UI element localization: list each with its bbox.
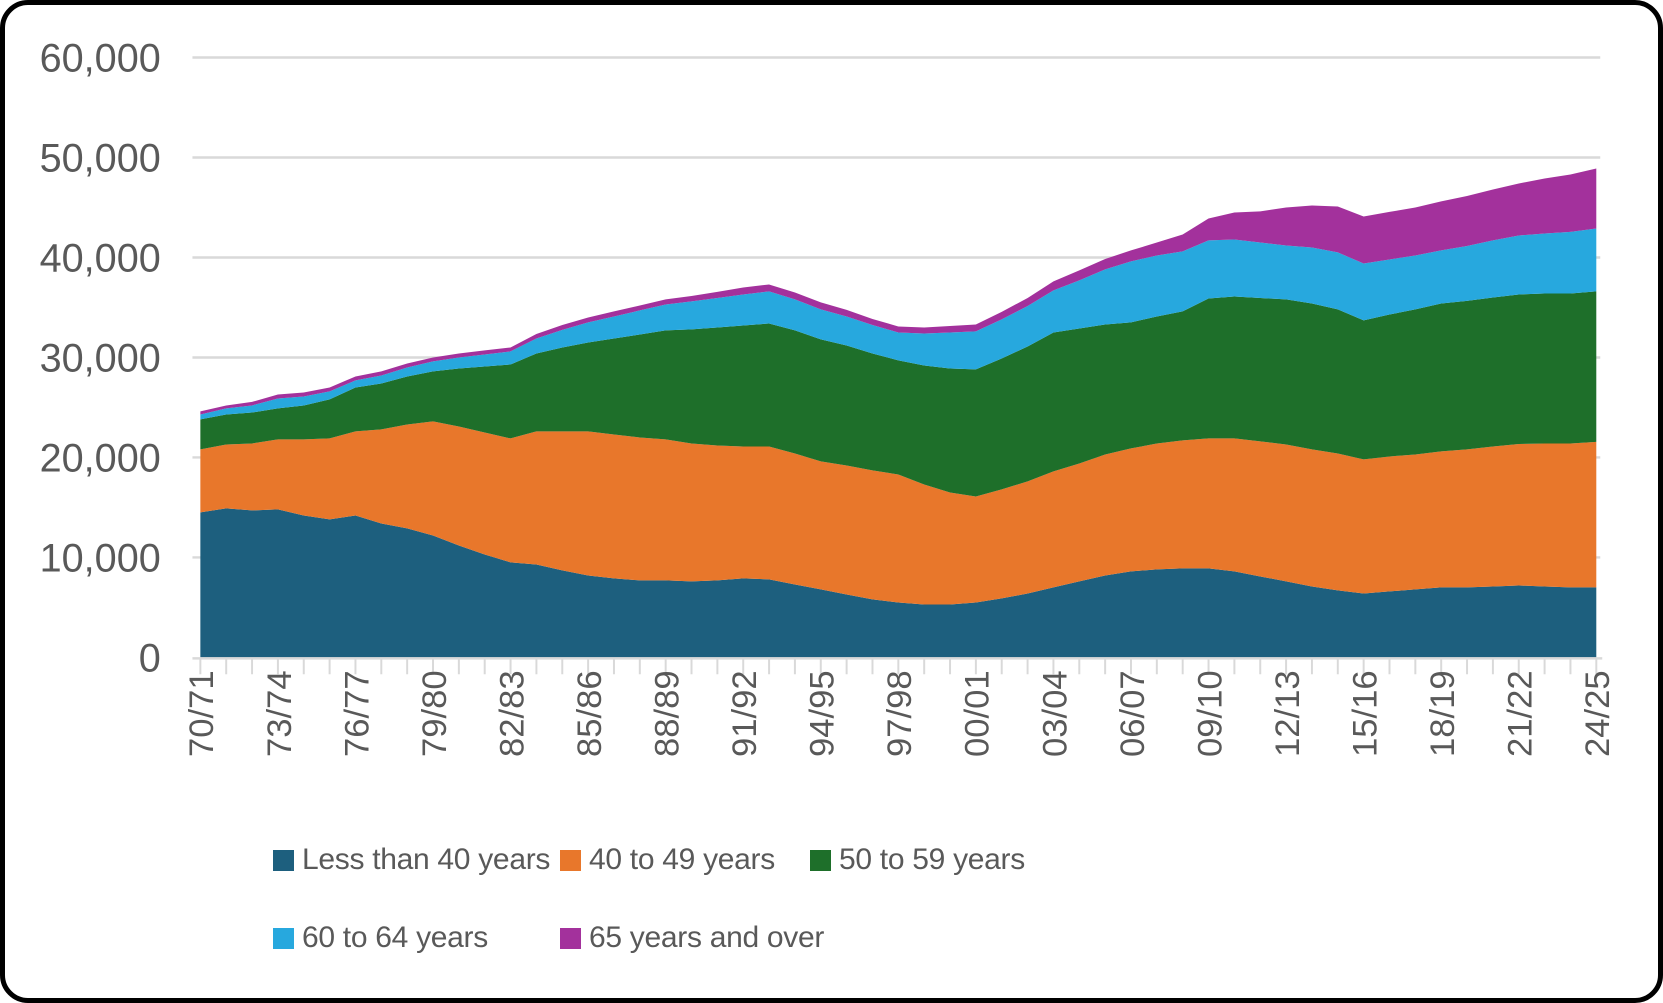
x-axis-tick-label: 18/19 [1424,670,1462,757]
x-axis-tick-label: 82/83 [493,670,531,757]
series-area-40-to-49-years [200,421,1597,605]
x-axis-tick-label: 12/13 [1269,670,1307,757]
y-axis-tick-label: 50,000 [40,136,161,180]
series-area-60-to-64-years [200,228,1597,420]
x-axis-tick-label: 76/77 [338,670,376,757]
series-area-65-years-and-over [200,168,1597,415]
x-axis-tick-label: 85/86 [571,670,609,757]
stacked-area-chart: 0 10,000 20,000 30,000 40,000 50,000 60,000 70/… [40,36,1618,757]
x-axis-tick-label: 97/98 [881,670,919,757]
x-axis-tick-label: 79/80 [416,670,454,757]
x-axis-tick-label: 91/92 [726,670,764,757]
series-area-50-to-59-years [200,291,1597,497]
x-axis-tick-label: 24/25 [1579,670,1617,757]
y-axis-tick-label: 40,000 [40,236,161,280]
y-axis-tick-label: 20,000 [40,436,161,480]
x-axis-tick-label: 70/71 [183,670,221,757]
x-axis-tick-label: 00/01 [959,670,997,757]
y-axis-tick-label: 10,000 [40,536,161,580]
x-axis-tick-label: 94/95 [804,670,842,757]
series-area-less-than-40-years [200,508,1597,658]
y-axis-tick-label: 30,000 [40,336,161,380]
x-axis-tick-label: 06/07 [1114,670,1152,757]
y-axis-tick-label: 60,000 [40,36,161,80]
x-axis-tick-label: 21/22 [1502,670,1540,757]
x-axis-tick-label: 15/16 [1347,670,1385,757]
x-axis-tick-label: 03/04 [1036,670,1074,757]
x-axis-tick-label: 73/74 [261,670,299,757]
y-axis-tick-label: 0 [139,636,161,680]
x-axis-tick-label: 09/10 [1191,670,1229,757]
x-axis-tick-label: 88/89 [649,670,687,757]
